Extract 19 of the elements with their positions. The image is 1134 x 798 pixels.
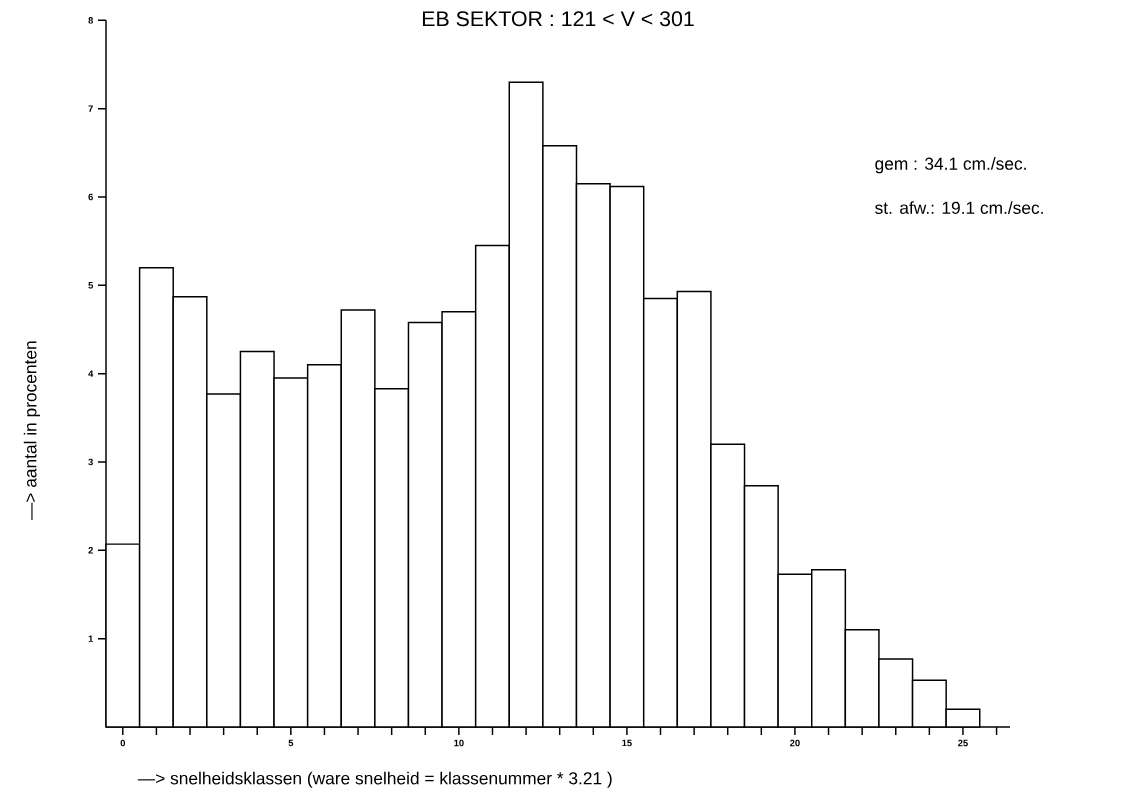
x-tick-label: 5 — [288, 739, 294, 747]
x-tick-label: 15 — [622, 739, 632, 747]
x-tick-label: 0 — [120, 739, 126, 747]
x-tick-label: 10 — [454, 739, 464, 747]
y-tick-label: 5 — [88, 282, 94, 289]
x-axis-title: —> snelheidsklassen (ware snelheid = klassenummer * 3.21 ) — [137, 771, 612, 788]
y-tick-label: 3 — [88, 458, 93, 466]
annotation: gem : 34.1 cm./sec. — [875, 157, 1026, 174]
annotation: st. afw.: 19.1 cm./sec. — [875, 201, 1043, 214]
y-tick-label: 6 — [88, 193, 93, 201]
chart-title: EB SEKTOR : 121 < V < 301 — [422, 11, 694, 27]
x-tick-label: 25 — [958, 739, 968, 747]
y-tick-label: 2 — [88, 547, 93, 554]
y-tick-label: 1 — [88, 635, 94, 642]
y-axis-title: —> aantal in procenten — [23, 341, 40, 521]
x-tick-label: 20 — [790, 739, 800, 747]
y-tick-label: 8 — [88, 17, 93, 24]
y-tick-label: 7 — [88, 105, 93, 112]
y-tick-label: 4 — [88, 370, 94, 377]
